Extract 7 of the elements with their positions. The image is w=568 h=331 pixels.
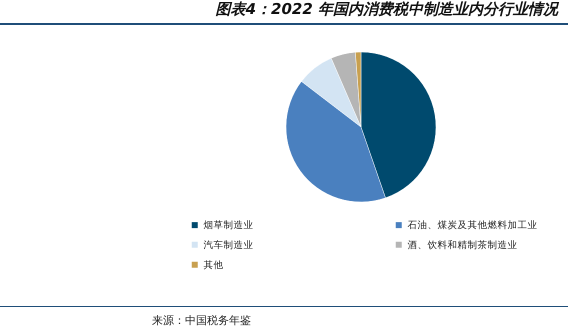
legend-label: 烟草制造业 (204, 219, 254, 232)
chart-title: 图表4：2022 年国内消费税中制造业内分行业情况 (216, 0, 558, 20)
legend-label: 其他 (204, 258, 224, 271)
source-note: 来源：中国税务年鉴 (152, 313, 251, 328)
legend-label: 石油、煤炭及其他燃料加工业 (408, 219, 538, 232)
legend-label: 汽车制造业 (204, 238, 254, 251)
legend-label: 酒、饮料和精制茶制造业 (408, 238, 518, 251)
